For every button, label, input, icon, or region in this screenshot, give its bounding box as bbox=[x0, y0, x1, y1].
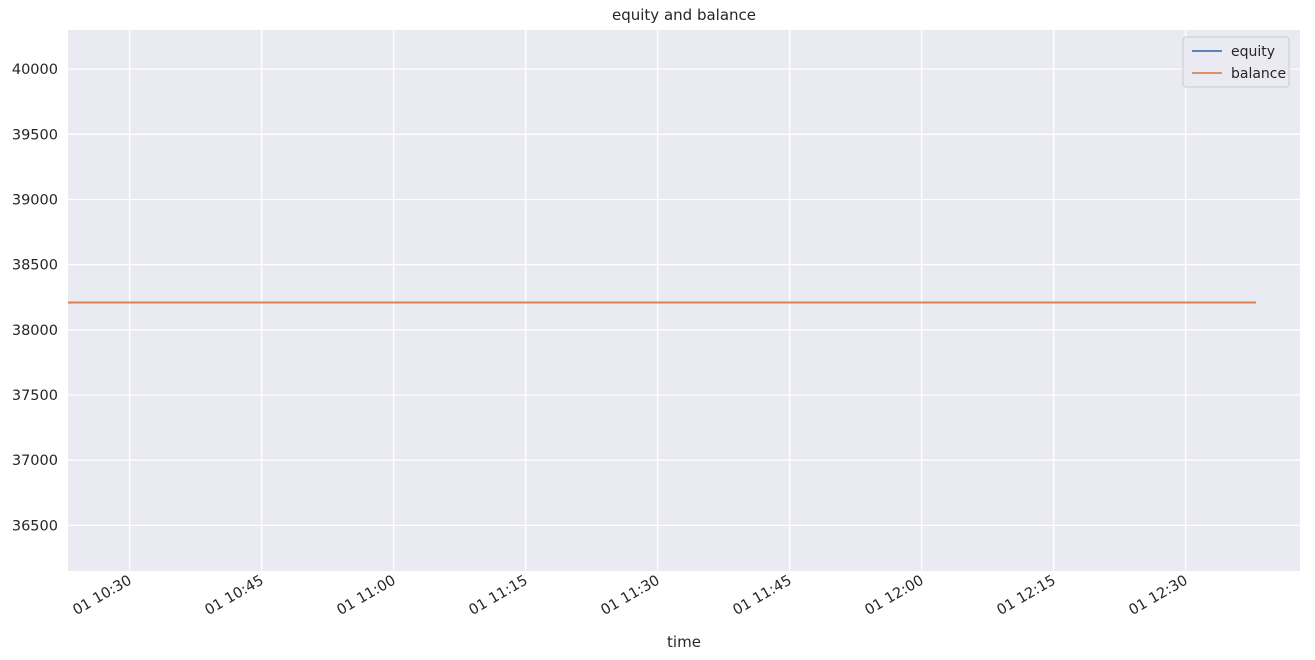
x-tick-label: 01 12:00 bbox=[862, 573, 926, 619]
y-tick-label: 39000 bbox=[12, 192, 58, 208]
y-tick-label: 39500 bbox=[12, 127, 58, 143]
x-axis-title: time bbox=[667, 633, 701, 651]
legend-label: equity bbox=[1231, 44, 1275, 60]
legend: equity balance bbox=[1182, 36, 1290, 88]
x-tick-label: 01 11:15 bbox=[466, 573, 530, 619]
x-tick-label: 01 10:30 bbox=[70, 573, 134, 619]
x-tick-label: 01 12:30 bbox=[1126, 573, 1190, 619]
x-tick-label: 01 11:00 bbox=[334, 573, 398, 619]
x-tick-label: 01 10:45 bbox=[202, 573, 266, 619]
y-tick-labels: 36500 37000 37500 38000 38500 39000 39500 40000 bbox=[12, 62, 58, 534]
x-tick-label: 01 12:15 bbox=[994, 573, 1058, 619]
x-tick-label: 01 11:45 bbox=[730, 573, 794, 619]
legend-label: balance bbox=[1231, 66, 1286, 82]
legend-box bbox=[1182, 36, 1290, 88]
y-tick-label: 38000 bbox=[12, 323, 58, 339]
chart-title: equity and balance bbox=[612, 6, 756, 24]
plot-area bbox=[68, 30, 1300, 571]
x-tick-labels: 01 10:30 01 10:45 01 11:00 01 11:15 01 11:30… bbox=[70, 573, 1190, 619]
x-tick-label: 01 11:30 bbox=[598, 573, 662, 619]
y-tick-label: 40000 bbox=[12, 62, 58, 78]
y-tick-label: 36500 bbox=[12, 518, 58, 534]
y-gridlines bbox=[68, 68, 1300, 527]
y-tick-label: 38500 bbox=[12, 258, 58, 274]
y-tick-label: 37500 bbox=[12, 388, 58, 404]
y-tick-label: 37000 bbox=[12, 453, 58, 469]
x-gridlines bbox=[128, 30, 1187, 571]
